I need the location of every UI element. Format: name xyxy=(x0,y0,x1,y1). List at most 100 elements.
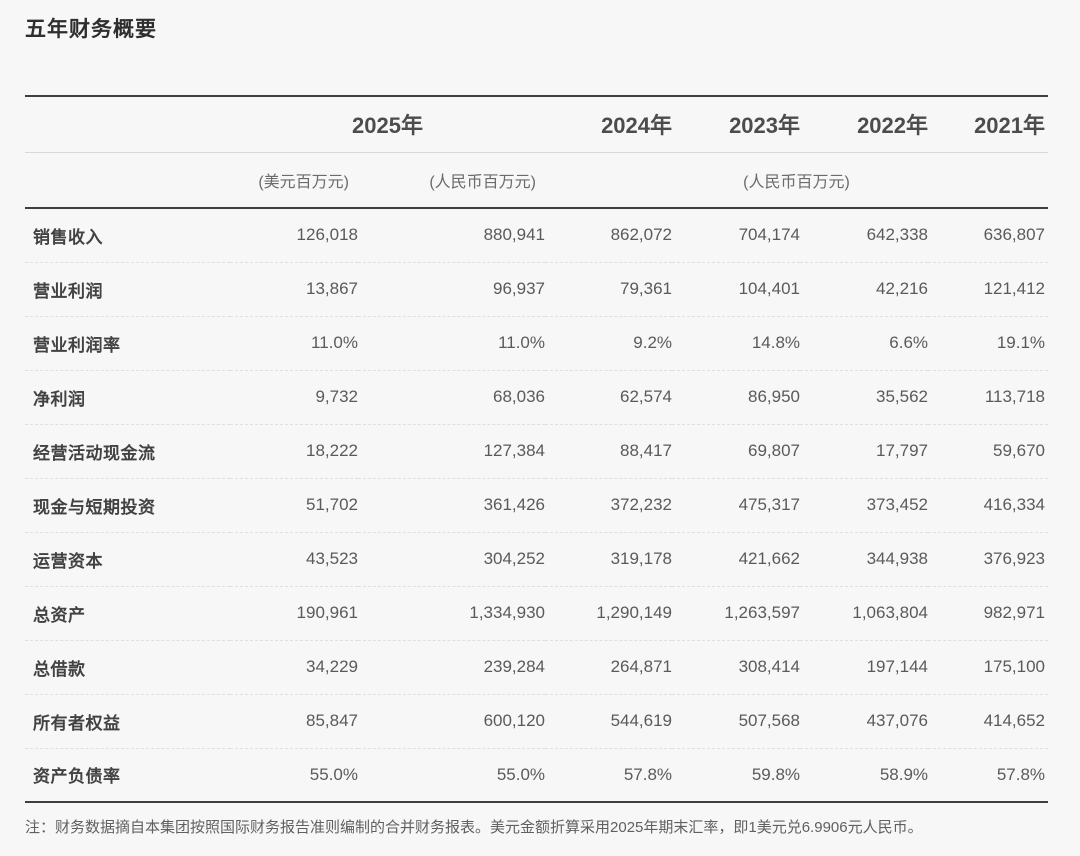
unit-header-row: (美元百万元) (人民币百万元) (人民币百万元) xyxy=(25,152,1049,208)
row-label: 运营资本 xyxy=(33,551,103,571)
row-label: 营业利润 xyxy=(33,281,103,301)
cell: 642,338 xyxy=(866,225,929,245)
cell: 58.9% xyxy=(879,764,929,784)
cell: 113,718 xyxy=(984,387,1046,406)
table-row-working-capital: 运营资本 43,523 304,252 319,178 421,662 344,… xyxy=(25,532,1049,586)
cell: 304,252 xyxy=(483,549,546,568)
unit-rmb-prior-years: (人民币百万元) xyxy=(743,173,850,191)
cell: 373,452 xyxy=(866,495,929,514)
row-label: 营业利润率 xyxy=(33,335,121,355)
cell: 414,652 xyxy=(983,711,1046,730)
cell: 35,562 xyxy=(876,387,929,406)
cell: 43,523 xyxy=(306,549,358,568)
cell: 13,867 xyxy=(306,279,358,298)
cell: 175,100 xyxy=(983,657,1046,676)
table-row-total-borrowings: 总借款 34,229 239,284 264,871 308,414 197,1… xyxy=(25,640,1049,694)
cell: 982,971 xyxy=(983,603,1046,622)
table-row-owners-equity: 所有者权益 85,847 600,120 544,619 507,568 437… xyxy=(25,694,1049,748)
cell: 34,229 xyxy=(306,657,358,676)
cell: 18,222 xyxy=(306,441,358,460)
cell: 376,923 xyxy=(983,549,1046,568)
cell: 862,072 xyxy=(610,225,673,245)
table-row-cash-short-term-investments: 现金与短期投资 51,702 361,426 372,232 475,317 3… xyxy=(25,478,1049,532)
year-header-2024: 2024年 xyxy=(601,113,673,139)
cell: 42,216 xyxy=(876,279,929,298)
cell: 6.6% xyxy=(889,333,929,352)
table-row-net-profit: 净利润 9,732 68,036 62,574 86,950 35,562 11… xyxy=(25,370,1049,424)
cell: 62,574 xyxy=(620,387,673,406)
cell: 416,334 xyxy=(983,495,1046,514)
cell: 68,036 xyxy=(493,387,546,406)
cell: 308,414 xyxy=(738,657,801,676)
row-label: 经营活动现金流 xyxy=(33,443,156,463)
cell: 344,938 xyxy=(866,549,929,568)
cell: 69,807 xyxy=(748,441,801,460)
cell: 239,284 xyxy=(483,657,546,676)
row-label: 总借款 xyxy=(33,659,86,679)
cell: 190,961 xyxy=(296,603,358,622)
cell: 361,426 xyxy=(483,495,546,514)
unit-rmb-2025: (人民币百万元) xyxy=(429,173,537,191)
cell: 372,232 xyxy=(610,495,673,514)
cell: 197,144 xyxy=(866,657,929,676)
cell: 55.0% xyxy=(309,764,358,784)
cell: 57.8% xyxy=(996,764,1046,784)
table-row-operating-cash-flow: 经营活动现金流 18,222 127,384 88,417 69,807 17,… xyxy=(25,424,1049,478)
table-row-revenue: 销售收入 126,018 880,941 862,072 704,174 642… xyxy=(25,208,1048,262)
year-header-2023: 2023年 xyxy=(729,113,801,139)
row-label: 净利润 xyxy=(33,389,86,409)
five-year-financial-table: 2025年 2024年 2023年 2022年 2021年 (美元百万元) (人… xyxy=(25,95,1049,803)
page-title: 五年财务概要 xyxy=(25,18,157,41)
cell: 121,412 xyxy=(983,279,1046,298)
cell: 437,076 xyxy=(866,711,929,730)
cell: 1,334,930 xyxy=(469,603,546,622)
cell: 1,290,149 xyxy=(596,603,673,622)
cell: 11.0% xyxy=(311,333,358,352)
year-header-2025: 2025年 xyxy=(352,113,423,139)
cell: 55.0% xyxy=(496,764,546,784)
cell: 421,662 xyxy=(738,549,801,568)
year-header-2021: 2021年 xyxy=(974,113,1046,139)
cell: 86,950 xyxy=(748,387,801,406)
cell: 9,732 xyxy=(315,387,358,406)
cell: 19.1% xyxy=(996,333,1046,352)
table-row-operating-margin: 营业利润率 11.0% 11.0% 9.2% 14.8% 6.6% 19.1% xyxy=(25,316,1049,370)
cell: 11.0% xyxy=(498,333,546,352)
row-label: 所有者权益 xyxy=(33,713,121,733)
cell: 507,568 xyxy=(738,711,801,730)
table-row-debt-ratio: 资产负债率 55.0% 55.0% 57.8% 59.8% 58.9% 57.8… xyxy=(25,748,1049,802)
cell: 544,619 xyxy=(610,711,673,730)
cell: 9.2% xyxy=(633,333,673,352)
row-label: 资产负债率 xyxy=(33,767,121,787)
cell: 880,941 xyxy=(483,225,546,245)
cell: 88,417 xyxy=(620,441,673,460)
table-row-total-assets: 总资产 190,961 1,334,930 1,290,149 1,263,59… xyxy=(25,586,1049,640)
cell: 79,361 xyxy=(620,279,673,298)
cell: 1,063,804 xyxy=(852,603,929,622)
cell: 600,120 xyxy=(483,711,546,730)
cell: 104,401 xyxy=(738,279,801,298)
cell: 59.8% xyxy=(751,764,801,784)
cell: 1,263,597 xyxy=(724,603,801,622)
cell: 704,174 xyxy=(738,225,801,245)
cell: 264,871 xyxy=(610,657,673,676)
year-header-2022: 2022年 xyxy=(857,113,929,139)
cell: 17,797 xyxy=(876,441,929,460)
table-row-operating-profit: 营业利润 13,867 96,937 79,361 104,401 42,216… xyxy=(25,262,1049,316)
empty-header-cell xyxy=(25,96,230,152)
cell: 127,384 xyxy=(483,441,546,460)
row-label: 销售收入 xyxy=(33,227,103,247)
cell: 14.8% xyxy=(751,333,801,352)
empty-unit-cell xyxy=(25,152,230,208)
footnote: 注：财务数据摘自本集团按照国际财务报告准则编制的合并财务报表。美元金额折算采用2… xyxy=(25,819,923,836)
row-label: 总资产 xyxy=(33,605,86,625)
cell: 126,018 xyxy=(296,225,358,245)
cell: 96,937 xyxy=(493,279,546,298)
cell: 85,847 xyxy=(306,711,358,730)
cell: 319,178 xyxy=(610,549,673,568)
cell: 636,807 xyxy=(983,225,1046,245)
row-label: 现金与短期投资 xyxy=(33,497,156,517)
cell: 57.8% xyxy=(623,764,673,784)
year-header-row: 2025年 2024年 2023年 2022年 2021年 xyxy=(25,96,1049,152)
